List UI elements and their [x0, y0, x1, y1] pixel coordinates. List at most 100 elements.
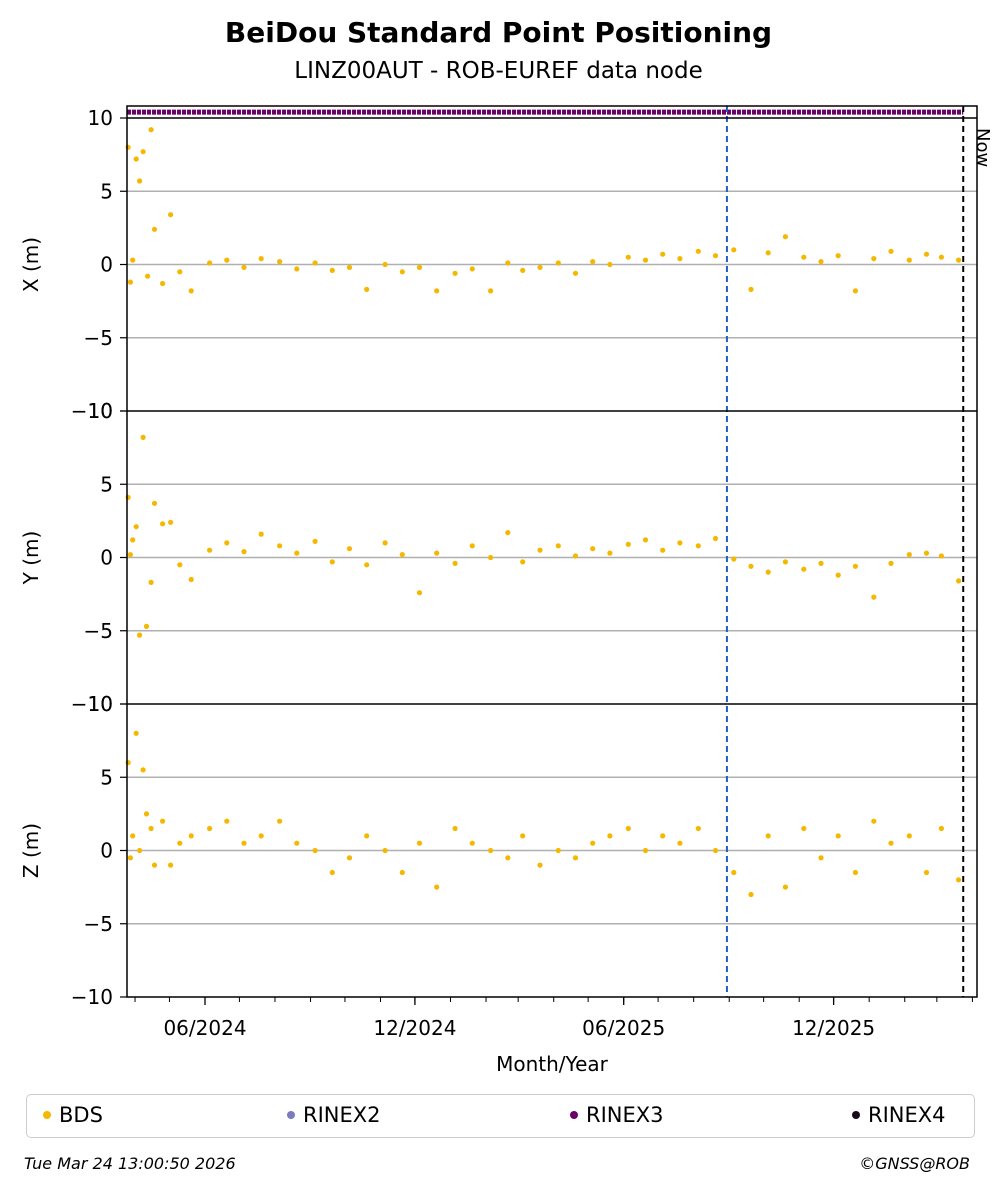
data-point	[938, 825, 945, 832]
y-tick-label: −10	[71, 692, 113, 716]
data-point	[329, 869, 335, 876]
data-point	[469, 840, 475, 846]
data-point	[168, 862, 174, 868]
footer-copyright: ©GNSS@ROB	[859, 1154, 970, 1173]
legend-marker-rinex4	[852, 1111, 860, 1119]
data-point	[416, 840, 423, 846]
data-point	[852, 288, 859, 294]
legend: BDS RINEX2 RINEX3 RINEX4	[26, 1094, 975, 1138]
data-point	[224, 540, 230, 546]
data-point	[469, 266, 475, 272]
data-point	[642, 257, 649, 263]
data-point	[160, 521, 166, 527]
data-point	[782, 234, 789, 240]
data-point	[625, 825, 631, 832]
plot-frame	[126, 105, 978, 998]
data-point	[241, 264, 247, 270]
data-point	[765, 250, 771, 256]
data-point	[312, 260, 318, 266]
legend-item-bds: BDS	[43, 1103, 103, 1127]
data-point	[127, 855, 133, 861]
data-point	[852, 869, 859, 876]
data-point	[364, 286, 370, 292]
data-point	[294, 840, 300, 846]
y-tick-label: 0	[100, 253, 113, 277]
data-point	[399, 552, 405, 558]
data-point	[695, 825, 701, 832]
data-point	[399, 869, 405, 876]
y-tick-label: 0	[100, 546, 113, 570]
now-label: Now	[972, 128, 993, 167]
data-point	[452, 270, 458, 276]
data-point	[938, 553, 945, 559]
y-axis-label: X (m)	[19, 237, 43, 292]
data-point	[329, 267, 335, 273]
legend-label-rinex2: RINEX2	[303, 1103, 381, 1127]
data-point	[660, 547, 666, 553]
data-point	[177, 562, 183, 568]
data-point	[888, 248, 894, 254]
data-point	[695, 543, 701, 549]
data-point	[731, 869, 737, 876]
data-point	[452, 825, 458, 832]
data-point	[140, 149, 146, 155]
data-point	[642, 847, 649, 854]
data-point	[382, 847, 388, 854]
data-point	[258, 531, 264, 537]
data-point	[133, 730, 139, 736]
data-point	[143, 623, 150, 630]
data-point	[677, 256, 683, 262]
data-point	[590, 840, 596, 846]
data-point	[434, 288, 440, 294]
data-point	[145, 273, 151, 279]
data-point	[382, 261, 388, 268]
legend-label-rinex4: RINEX4	[868, 1103, 946, 1127]
data-point	[572, 553, 579, 559]
chart-title: BeiDou Standard Point Positioning	[224, 16, 773, 49]
data-point	[642, 537, 649, 543]
data-point	[416, 590, 423, 596]
data-point	[906, 257, 912, 263]
data-point	[346, 546, 353, 552]
data-point	[277, 543, 283, 549]
data-point	[835, 253, 841, 259]
data-point	[177, 840, 183, 846]
data-point	[607, 833, 613, 839]
data-point	[782, 884, 789, 890]
data-point	[416, 264, 423, 270]
footer-timestamp: Tue Mar 24 13:00:50 2026	[24, 1154, 236, 1173]
data-point	[188, 833, 194, 839]
x-tick-label: 06/2025	[582, 1016, 665, 1040]
data-point	[130, 257, 136, 263]
data-point	[956, 578, 962, 584]
data-point	[801, 566, 807, 572]
data-point	[188, 288, 194, 294]
chart-subtitle: LINZ00AUT - ROB-EUREF data node	[294, 58, 703, 84]
data-point	[923, 550, 930, 556]
x-tick-label: 12/2025	[792, 1016, 875, 1040]
data-point	[168, 519, 174, 525]
y-tick-label: −5	[84, 326, 113, 350]
data-point	[677, 840, 683, 846]
data-point	[488, 847, 494, 854]
y-tick-label: 5	[100, 765, 113, 789]
legend-marker-rinex2	[287, 1111, 295, 1119]
data-point	[160, 280, 166, 287]
data-point	[148, 579, 154, 586]
data-point	[818, 855, 824, 861]
data-point	[906, 833, 912, 839]
data-point	[294, 266, 300, 272]
data-point	[555, 847, 561, 854]
data-point	[871, 594, 877, 600]
data-point	[133, 156, 139, 162]
data-point	[452, 560, 458, 567]
data-point	[835, 833, 841, 839]
data-point	[434, 884, 440, 890]
y-axis-label: Y (m)	[19, 531, 43, 586]
data-point	[871, 818, 877, 824]
x-axis-label: Month/Year	[496, 1052, 609, 1076]
data-point	[488, 288, 494, 294]
data-point	[168, 212, 174, 218]
data-point	[748, 891, 754, 898]
data-point	[748, 563, 754, 569]
